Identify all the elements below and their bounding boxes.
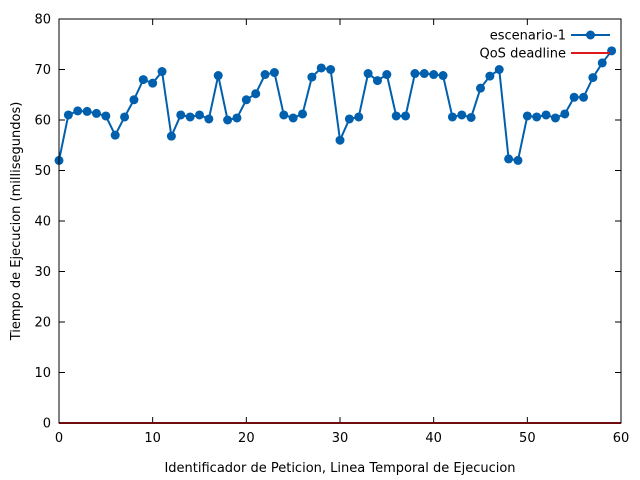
legend-marker xyxy=(586,30,595,40)
data-point xyxy=(466,112,476,122)
data-point xyxy=(316,63,326,73)
x-tick-label: 0 xyxy=(55,431,63,446)
data-point xyxy=(138,75,148,85)
data-point xyxy=(579,92,589,102)
data-point xyxy=(260,70,270,80)
data-point xyxy=(382,70,392,80)
y-tick-label: 80 xyxy=(34,13,51,28)
data-point xyxy=(569,92,579,102)
legend: escenario-1 QoS deadline xyxy=(480,29,610,62)
data-point xyxy=(129,95,139,105)
data-point xyxy=(354,112,364,122)
data-point xyxy=(148,78,158,88)
data-point xyxy=(494,65,504,74)
data-point xyxy=(429,70,439,80)
data-point xyxy=(560,109,570,119)
plot-frame xyxy=(58,18,622,424)
data-point xyxy=(232,113,242,123)
data-point xyxy=(176,110,186,120)
data-point xyxy=(82,106,92,116)
x-tick-label: 50 xyxy=(519,431,536,446)
data-point xyxy=(522,111,532,121)
data-point xyxy=(223,115,233,125)
data-point xyxy=(241,95,251,105)
data-point xyxy=(213,71,223,81)
data-point xyxy=(91,108,101,118)
x-axis-title: Identificador de Peticion, Linea Tempora… xyxy=(164,461,515,476)
y-tick-label: 40 xyxy=(34,215,51,230)
y-tick-label: 60 xyxy=(34,114,51,129)
y-tick-label: 70 xyxy=(34,63,51,78)
series-layer xyxy=(54,46,621,424)
y-axis-title: Tiempo de Ejecucion (millisegundos) xyxy=(9,102,24,342)
data-point xyxy=(120,112,130,122)
series-line-escenario-1 xyxy=(58,50,613,162)
data-point xyxy=(419,69,429,79)
x-tick-label: 60 xyxy=(613,431,630,446)
data-point xyxy=(532,112,542,122)
data-point xyxy=(485,71,495,81)
data-point xyxy=(288,113,298,123)
data-point xyxy=(73,106,83,116)
data-point xyxy=(298,109,308,119)
data-point xyxy=(476,83,485,93)
data-point xyxy=(110,130,120,140)
data-point xyxy=(550,113,560,123)
axis-ticks: 0 10 20 30 40 50 60 0 10 20 30 40 50 60 70 80 xyxy=(34,13,629,447)
data-point xyxy=(63,110,73,120)
data-point xyxy=(401,111,411,121)
data-point xyxy=(157,67,167,77)
data-point xyxy=(185,112,195,122)
data-point xyxy=(269,68,279,78)
data-point xyxy=(101,111,111,121)
x-tick-label: 40 xyxy=(425,431,442,446)
x-tick-label: 30 xyxy=(332,431,349,446)
data-point xyxy=(410,69,420,79)
data-point xyxy=(307,72,317,82)
data-point xyxy=(391,111,401,121)
data-point xyxy=(279,110,289,120)
data-point xyxy=(513,155,523,165)
data-point xyxy=(504,154,514,164)
data-point xyxy=(344,114,354,124)
data-point xyxy=(326,65,336,74)
data-point xyxy=(438,71,448,81)
data-point xyxy=(363,69,373,79)
data-point xyxy=(204,114,214,124)
data-point xyxy=(372,76,382,86)
y-tick-label: 0 xyxy=(43,417,51,432)
data-point xyxy=(447,112,457,122)
x-tick-label: 20 xyxy=(238,431,255,446)
legend-label: QoS deadline xyxy=(480,47,567,62)
legend-label: escenario-1 xyxy=(490,29,566,44)
data-point xyxy=(588,73,598,83)
data-point xyxy=(335,135,345,145)
data-point xyxy=(457,110,467,120)
data-point xyxy=(597,58,607,68)
data-point xyxy=(195,110,204,120)
y-tick-label: 20 xyxy=(34,316,51,331)
data-point xyxy=(251,89,261,99)
y-tick-label: 10 xyxy=(34,366,51,381)
x-tick-label: 10 xyxy=(144,431,161,446)
data-point xyxy=(166,131,176,141)
data-point xyxy=(541,110,551,120)
y-tick-label: 50 xyxy=(34,164,51,179)
y-tick-label: 30 xyxy=(34,265,51,280)
